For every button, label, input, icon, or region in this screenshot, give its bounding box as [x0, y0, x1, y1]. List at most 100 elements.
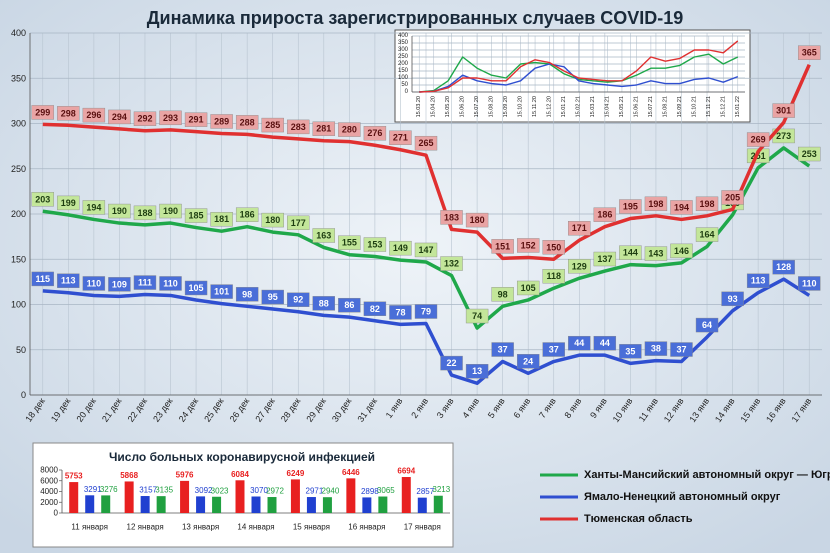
series-line	[42, 63, 811, 261]
data-label: 273	[776, 131, 791, 141]
data-label-box	[82, 200, 106, 215]
x-tick-label: 15.06.21	[633, 96, 639, 117]
y-tick-label: 150	[11, 254, 26, 264]
data-label-box	[363, 237, 387, 252]
data-label: 146	[674, 246, 689, 256]
data-label-box	[31, 192, 54, 207]
data-label-box	[210, 114, 233, 129]
data-label: 171	[572, 223, 587, 233]
data-label: 115	[36, 274, 51, 284]
y-tick-label: 200	[11, 209, 26, 219]
data-label-box	[108, 277, 131, 292]
data-label-box	[159, 203, 182, 219]
x-tick-label: 11 января	[71, 523, 108, 532]
data-label: 150	[546, 242, 561, 252]
data-label: 198	[648, 199, 663, 209]
data-label: 5868	[120, 471, 138, 480]
y-tick-label: 0	[54, 509, 59, 518]
data-label: 276	[367, 128, 382, 138]
y-tick-label: 250	[11, 164, 26, 174]
data-label: 98	[242, 289, 252, 299]
data-label: 301	[776, 106, 791, 116]
data-label: 101	[214, 287, 229, 297]
data-label: 2898	[361, 487, 379, 496]
data-label: 194	[674, 202, 689, 212]
y-tick-label: 0	[405, 89, 409, 95]
data-label: 98	[498, 289, 508, 299]
chart-title: Динамика прироста зарегистрированных слу…	[147, 8, 684, 28]
data-label: 3070	[250, 486, 268, 495]
data-label: 205	[725, 192, 740, 202]
data-label-box	[261, 289, 284, 305]
data-label: 296	[86, 110, 101, 120]
data-label: 283	[291, 122, 306, 132]
data-label: 109	[112, 279, 127, 289]
data-label-box	[465, 308, 489, 324]
x-tick-label: 14 января	[237, 523, 274, 532]
data-label-box	[108, 109, 131, 125]
data-label-box	[798, 146, 821, 162]
data-label: 22	[447, 358, 457, 368]
data-label: 132	[444, 259, 459, 269]
data-label-box	[491, 287, 514, 302]
legend-label: Ямало-Ненецкий автономный округ	[584, 491, 781, 503]
data-label-box	[414, 242, 438, 258]
data-label: 147	[418, 245, 433, 255]
data-label-box	[363, 301, 387, 316]
x-tick-label: 15.01.22	[735, 96, 741, 117]
data-label: 183	[444, 212, 459, 222]
x-tick-label: 15.07.20	[474, 96, 480, 117]
data-label: 64	[702, 320, 712, 330]
data-label: 265	[418, 138, 433, 148]
data-label-box	[57, 273, 80, 288]
data-label: 113	[751, 276, 766, 286]
x-tick-label: 13 января	[182, 523, 219, 532]
data-label-box	[31, 271, 54, 287]
data-label-box	[465, 364, 489, 379]
x-tick-label: 15.08.20	[489, 96, 495, 117]
data-label: 280	[342, 125, 357, 135]
series-line	[42, 277, 811, 385]
x-tick-label: 15.09.20	[503, 96, 509, 117]
x-tick-label: 15.06.20	[460, 96, 466, 117]
y-tick-label: 50	[16, 345, 26, 355]
x-tick-label: 16 января	[348, 523, 385, 532]
data-label-box	[516, 354, 540, 369]
data-label: 299	[35, 107, 50, 117]
y-tick-label: 200	[398, 61, 409, 67]
data-label-box	[57, 106, 80, 121]
x-tick-label: 15.07.21	[648, 96, 654, 117]
y-tick-label: 250	[398, 54, 409, 60]
data-label: 2972	[266, 487, 284, 496]
data-label: 188	[137, 208, 152, 218]
data-label: 88	[319, 298, 329, 308]
bar	[306, 497, 316, 513]
bar	[140, 496, 150, 513]
y-tick-label: 350	[398, 40, 409, 46]
data-label: 164	[700, 230, 715, 240]
data-label-box	[414, 304, 438, 319]
data-label: 38	[651, 344, 661, 354]
data-label-box	[670, 243, 693, 259]
data-label-box	[593, 335, 617, 351]
legend-label: Ханты-Мансийский автономный округ — Югра	[584, 469, 830, 481]
data-label-box	[542, 269, 565, 284]
data-label-box	[235, 287, 259, 302]
data-label: 143	[648, 249, 663, 259]
data-label-box	[619, 199, 642, 214]
bar	[346, 478, 356, 513]
data-label-box	[210, 284, 233, 299]
data-label: 113	[61, 276, 76, 286]
bar	[124, 481, 134, 513]
data-label-box	[31, 105, 54, 120]
y-tick-label: 8000	[40, 466, 58, 475]
data-label-box	[465, 212, 489, 228]
data-label: 74	[472, 311, 482, 321]
data-label: 105	[189, 283, 204, 293]
data-label-box	[133, 275, 157, 290]
data-label: 153	[367, 240, 382, 250]
data-label-box	[338, 297, 361, 313]
data-label: 44	[574, 338, 584, 348]
data-label-box	[593, 251, 617, 267]
